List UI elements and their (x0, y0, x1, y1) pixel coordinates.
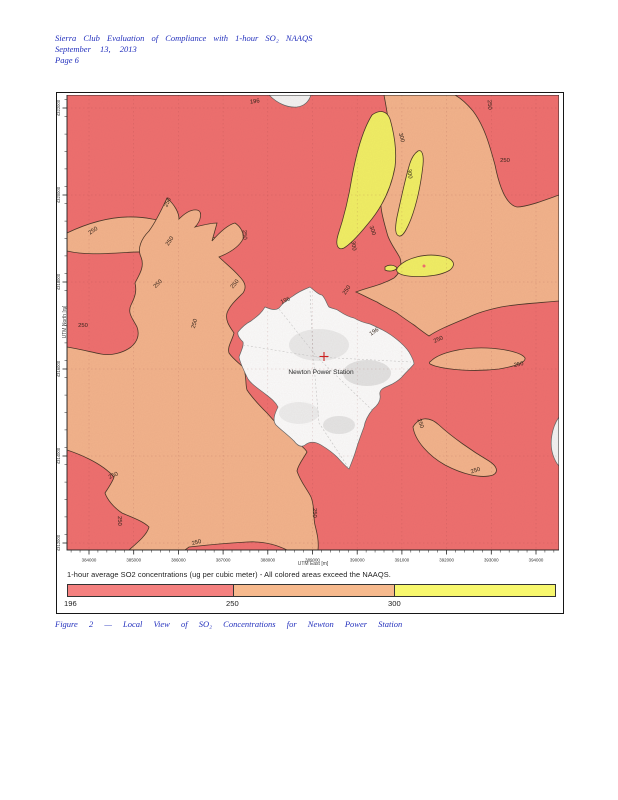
x-axis-ticks: 384000 385000 386000 387000 388000 389000 3900… (70, 550, 555, 563)
x-tick-label: 386000 (171, 558, 186, 563)
contour-label-196: 196 (250, 98, 260, 105)
contour-labels: 196 196 196 250 250 250 250 250 250 250 250 250 250 2… (78, 98, 524, 547)
contour-label-300: 300 (397, 132, 405, 143)
axis-frame (66, 95, 559, 551)
y-tick-label: 4320000 (56, 186, 61, 203)
contour-label-250: 250 (513, 361, 524, 369)
y-tick-label: 4314000 (56, 447, 61, 464)
contour-label-250: 250 (108, 471, 119, 481)
x-tick-label: 387000 (216, 558, 231, 563)
contour-label-250: 250 (311, 508, 317, 518)
contour-label-196: 196 (369, 327, 380, 337)
y-tick-label: 4322000 (56, 99, 61, 116)
contour-label-250: 250 (433, 335, 444, 345)
contour-label-250: 250 (191, 539, 202, 547)
x-tick-label: 392000 (439, 558, 454, 563)
station-marker (319, 352, 329, 361)
x-tick-label: 389000 (305, 558, 320, 563)
y-tick-label: 4316000 (56, 360, 61, 377)
x-tick-label: 385000 (126, 558, 141, 563)
contour-map: Newton Power Station 196 196 196 250 250 250 2… (56, 95, 559, 563)
contour-label-250: 250 (230, 279, 241, 290)
texture-overlay (67, 95, 559, 550)
document-header: Sierra Club Evaluation of Compliance wit… (55, 33, 312, 66)
contour-label-250: 250 (415, 418, 424, 429)
x-tick-label: 390000 (350, 558, 365, 563)
contour-label-300: 300 (349, 241, 356, 251)
header-date: September 13, 2013 (55, 44, 137, 54)
contour-label-250: 250 (191, 318, 199, 329)
header-page-number: Page 6 (55, 55, 79, 65)
contour-label-250: 250 (241, 230, 248, 240)
contour-label-250: 250 (342, 285, 352, 296)
legend-segment-250 (233, 585, 395, 596)
figure-frame: Newton Power Station 196 196 196 250 250 250 2… (56, 92, 564, 614)
y-tick-label: 4318000 (56, 273, 61, 290)
contour-label-250: 250 (78, 323, 88, 329)
x-tick-label: 391000 (395, 558, 410, 563)
contour-label-250: 250 (116, 516, 122, 526)
legend-value-196: 196 (64, 599, 77, 608)
contour-label-250: 250 (153, 279, 164, 290)
x-tick-label: 394000 (529, 558, 544, 563)
contour-label-250: 250 (163, 197, 173, 208)
station-label: Newton Power Station (288, 369, 354, 376)
figure-caption: Figure 2 — Local View of SO₂ Concentrati… (55, 619, 403, 629)
contour-label-250: 250 (165, 236, 175, 247)
contour-label-250: 250 (88, 226, 99, 236)
legend-segment-196 (68, 585, 234, 596)
legend-segment-300 (394, 585, 555, 596)
legend-value-250: 250 (226, 599, 239, 608)
contour-label-250: 250 (486, 100, 493, 110)
contour-label-196: 196 (280, 296, 291, 306)
legend-value-300: 300 (388, 599, 401, 608)
x-tick-label: 393000 (484, 558, 499, 563)
contour-label-300: 300 (405, 169, 412, 179)
legend-colorbar (67, 584, 556, 597)
y-tick-label: 4312000 (56, 534, 61, 551)
x-axis-title: UTM East [m] (297, 561, 329, 567)
x-tick-label: 384000 (82, 558, 97, 563)
contour-label-250: 250 (500, 158, 510, 164)
y-axis-title: UTM North [m] (62, 305, 68, 339)
x-tick-label: 388000 (260, 558, 275, 563)
contour-label-300: 300 (367, 225, 376, 236)
contour-label-250: 250 (470, 467, 481, 476)
y-axis-ticks: 4322000 4320000 4318000 4316000 4314000 43120… (56, 99, 67, 551)
legend-title: 1-hour average SO2 concentrations (ug pe… (67, 570, 391, 579)
header-title: Sierra Club Evaluation of Compliance wit… (55, 33, 313, 43)
